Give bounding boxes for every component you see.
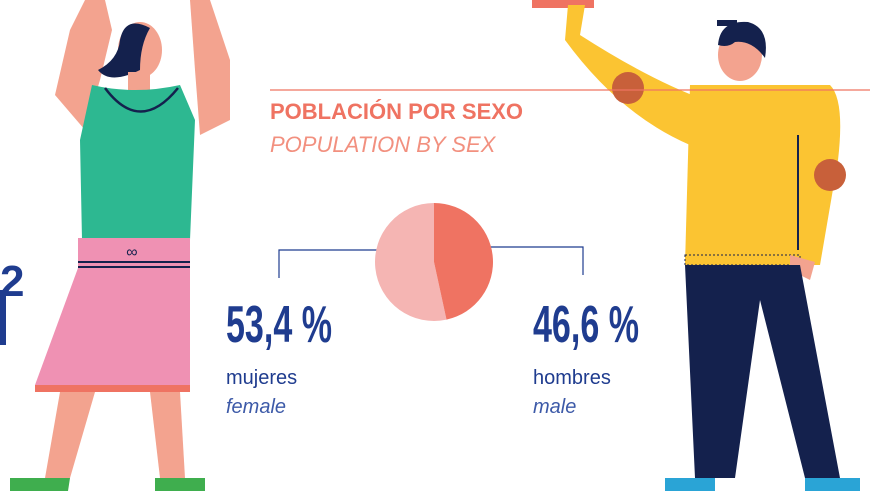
chart-subtitle: POPULATION BY SEX bbox=[270, 132, 497, 157]
svg-text:∞: ∞ bbox=[126, 244, 137, 261]
infographic: ∞ 2 POBLACIÓN POR SEXO POPULATION BY SEX… bbox=[0, 0, 870, 491]
leader-line bbox=[279, 250, 385, 278]
man-illustration bbox=[532, 0, 860, 491]
category-label: mujeres bbox=[226, 367, 297, 389]
value-label: 53,4 % bbox=[226, 296, 332, 354]
woman-illustration: ∞ bbox=[10, 0, 230, 491]
value-label: 46,6 % bbox=[533, 296, 639, 354]
pie bbox=[375, 203, 493, 321]
category-label: hombres bbox=[533, 367, 611, 389]
leader-line bbox=[478, 247, 583, 275]
pie-slice bbox=[434, 203, 493, 320]
cropped-letter bbox=[0, 290, 6, 345]
category-translation: male bbox=[533, 396, 576, 418]
category-translation: female bbox=[226, 396, 286, 418]
chart-title: POBLACIÓN POR SEXO bbox=[270, 99, 523, 124]
